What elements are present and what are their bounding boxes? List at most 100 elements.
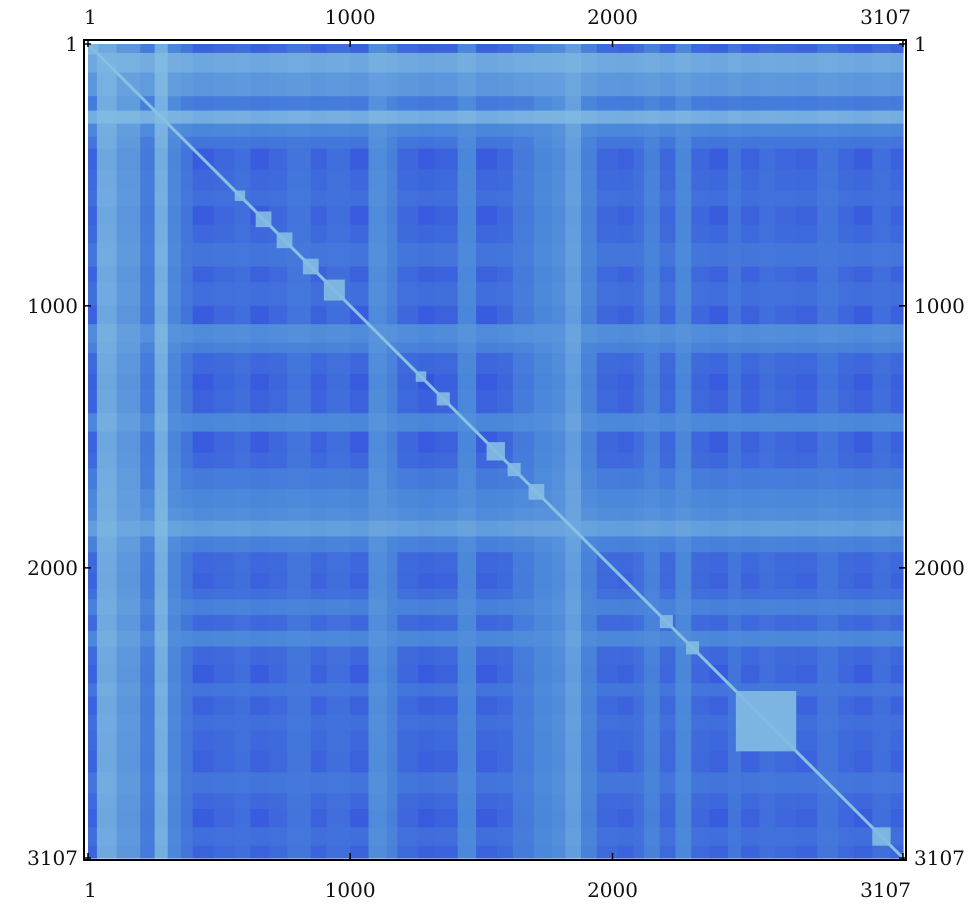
heatmap-cell (192, 52, 215, 74)
heatmap-cell (533, 751, 553, 773)
heatmap-cell (581, 324, 598, 344)
heatmap-cell (397, 72, 419, 97)
heatmap-cell (397, 772, 419, 794)
heatmap-cell (565, 845, 582, 859)
heatmap-cell (180, 730, 194, 752)
heatmap-cell (817, 72, 839, 97)
heatmap-cell (397, 324, 419, 344)
heatmap-cell (727, 342, 742, 354)
heatmap-cell (250, 266, 270, 283)
heatmap-cell (368, 573, 388, 590)
heatmap-cell (326, 552, 351, 574)
heatmap-cell (418, 136, 435, 150)
heatmap-cell (890, 123, 904, 138)
heatmap-cell (581, 489, 598, 509)
heatmap-cell (675, 352, 692, 375)
heatmap-cell (633, 536, 645, 553)
diagonal-block (255, 211, 272, 228)
heatmap-cell (213, 431, 236, 454)
heatmap-cell (581, 44, 598, 54)
heatmap-cell (476, 615, 498, 632)
heatmap-cell (397, 751, 419, 773)
heatmap-cell (154, 148, 169, 171)
heatmap-cell (617, 169, 635, 192)
heatmap-cell (154, 827, 169, 847)
heatmap-cell (434, 242, 459, 268)
heatmap-cell (633, 520, 645, 538)
heatmap-cell (96, 452, 118, 469)
heatmap-cell (368, 110, 388, 125)
heatmap-cell (796, 793, 818, 810)
heatmap-cell (552, 352, 566, 375)
heatmap-cell (533, 808, 553, 828)
heatmap-cell (434, 630, 459, 648)
heatmap-cell (397, 714, 419, 731)
heatmap-cell (192, 808, 215, 828)
heatmap-cell (234, 646, 252, 666)
heatmap-cell (659, 573, 677, 590)
heatmap-cell (368, 136, 388, 150)
heatmap-cell (418, 808, 435, 828)
heatmap-cell (386, 845, 398, 859)
heatmap-cell (872, 588, 892, 600)
heatmap-cell (116, 588, 141, 600)
heatmap-cell (497, 110, 514, 125)
heatmap-cell (180, 630, 194, 648)
heatmap-cell (796, 242, 818, 268)
diagonal-block (415, 371, 427, 382)
heatmap-cell (116, 714, 141, 731)
heatmap-cell (709, 136, 729, 150)
heatmap-cell (287, 646, 312, 666)
heatmap-cell (659, 389, 677, 414)
heatmap-cell (88, 342, 98, 354)
heatmap-cell (88, 305, 98, 325)
heatmap-cell (890, 352, 904, 375)
heatmap-cell (154, 696, 169, 716)
heatmap-cell (397, 730, 419, 752)
heatmap-cell (88, 352, 98, 375)
heatmap-cell (287, 148, 312, 171)
heatmap-cell (154, 431, 169, 454)
diagonal-block (659, 615, 673, 629)
heatmap-cell (741, 751, 761, 773)
heatmap-cell (853, 714, 873, 731)
heatmap-cell (796, 431, 818, 454)
heatmap-cell (88, 389, 98, 414)
heatmap-cell (213, 148, 236, 171)
heatmap-cell (213, 599, 236, 616)
heatmap-cell (633, 190, 645, 207)
heatmap-cell (675, 536, 692, 553)
heatmap-cell (386, 413, 398, 433)
heatmap-cell (838, 808, 855, 828)
heatmap-cell (310, 573, 328, 590)
heatmap-cell (397, 630, 419, 648)
heatmap-cell (659, 793, 677, 810)
x-tick-label-bottom: 1000 (325, 878, 376, 902)
heatmap-cell (675, 282, 692, 307)
heatmap-cell (675, 452, 692, 469)
heatmap-cell (709, 683, 729, 697)
diagonal-block (234, 190, 246, 201)
heatmap-cell (167, 646, 182, 666)
heatmap-cell (838, 373, 855, 391)
heatmap-cell (581, 573, 598, 590)
heatmap-cell (691, 72, 711, 97)
heatmap-cell (180, 52, 194, 74)
heatmap-cell (180, 615, 194, 632)
heatmap-cell (350, 242, 370, 268)
heatmap-cell (533, 242, 553, 268)
heatmap-cell (796, 630, 818, 648)
heatmap-cell (167, 730, 182, 752)
heatmap-cell (167, 714, 182, 731)
heatmap-cell (326, 190, 351, 207)
heatmap-cell (96, 282, 118, 307)
heatmap-cell (234, 664, 252, 684)
heatmap-cell (890, 520, 904, 538)
heatmap-cell (759, 44, 776, 54)
heatmap-cell (167, 552, 182, 574)
heatmap-cell (167, 664, 182, 684)
heatmap-cell (268, 190, 288, 207)
heatmap-cell (727, 169, 742, 192)
heatmap-cell (565, 342, 582, 354)
heatmap-cell (581, 373, 598, 391)
